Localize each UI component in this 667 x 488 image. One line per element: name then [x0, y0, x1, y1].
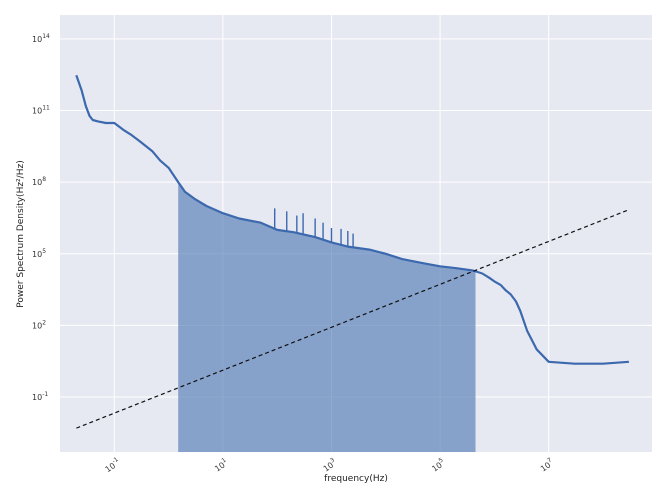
integration-band — [178, 182, 476, 452]
tick-exponent: 5 — [42, 248, 46, 255]
x-tick-text: 107 — [538, 457, 556, 474]
reference-line-dashed — [76, 209, 630, 429]
psd-peaks — [274, 208, 354, 248]
tick-base: 10 — [32, 35, 42, 44]
x-tick-text: 10-1 — [103, 456, 123, 474]
tick-exponent: 11 — [42, 105, 50, 112]
x-axis-label: frequency(Hz) — [324, 474, 388, 484]
y-axis-label: Power Spectrum Density(Hz²/Hz) — [16, 160, 26, 307]
y-tick-label: 10-1 — [32, 391, 48, 402]
x-tick-label: 107 — [538, 457, 556, 474]
tick-base: 10 — [32, 107, 42, 116]
x-tick-label: 10-1 — [103, 456, 123, 474]
y-tick-label: 105 — [32, 248, 46, 259]
tick-exponent: 5 — [438, 457, 445, 465]
tick-exponent: 14 — [42, 33, 50, 40]
x-tick-label: 101 — [212, 457, 230, 474]
tick-base: 10 — [32, 321, 42, 330]
reference-line — [76, 209, 630, 429]
x-tick-text: 105 — [429, 457, 447, 474]
tick-base: 10 — [32, 393, 42, 402]
tick-exponent: 8 — [42, 176, 46, 183]
y-tick-label: 1014 — [32, 33, 50, 44]
tick-base: 10 — [32, 178, 42, 187]
tick-base: 10 — [32, 250, 42, 259]
x-tick-label: 103 — [321, 457, 339, 474]
tick-exponent: 2 — [42, 319, 46, 326]
y-tick-label: 102 — [32, 319, 46, 330]
x-tick-text: 101 — [212, 457, 230, 474]
integration-band-area — [178, 182, 476, 452]
tick-exponent: 1 — [220, 457, 227, 465]
x-tick-text: 103 — [321, 457, 339, 474]
x-tick-label: 105 — [429, 457, 447, 474]
tick-exponent: -1 — [111, 456, 120, 465]
psd-line — [75, 74, 629, 365]
tick-exponent: -1 — [42, 391, 48, 398]
x-tick-labels: 10-1 101 103 105 107 — [103, 456, 556, 474]
y-tick-label: 1011 — [32, 105, 50, 116]
psd-series — [75, 74, 629, 365]
tick-exponent: 7 — [546, 457, 553, 465]
tick-exponent: 3 — [329, 457, 336, 465]
y-tick-label: 108 — [32, 176, 46, 187]
